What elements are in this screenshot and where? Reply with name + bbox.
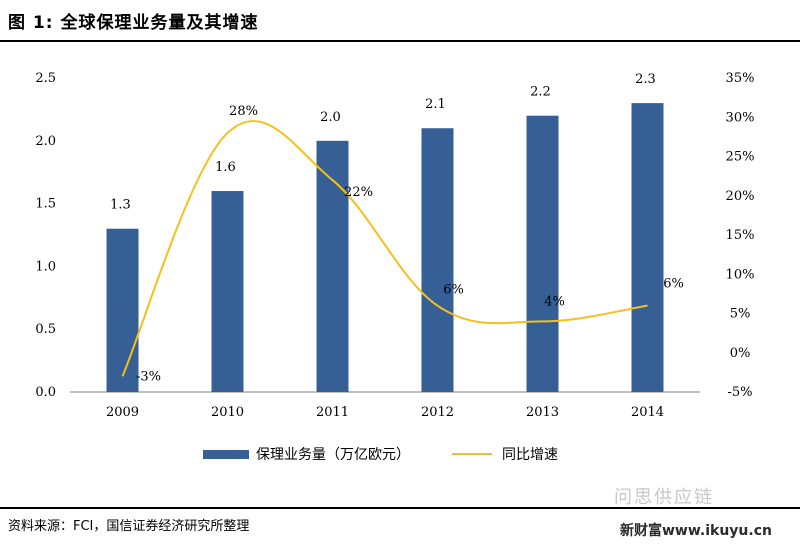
growth-line (121, 120, 648, 377)
title-divider (0, 40, 800, 42)
line-value-label: 28% (229, 104, 258, 119)
bar-value-label: 2.2 (530, 85, 551, 100)
right-axis-tick-label: 25% (726, 150, 755, 165)
source-divider (0, 507, 800, 509)
watermark-site: 新财富www.ikuyu.cn (620, 523, 772, 539)
x-axis-tick-label: 2012 (421, 405, 454, 420)
line-value-label: 4% (544, 294, 565, 309)
combo-chart: 0.0 0.5 1.0 1.5 2.0 2.5 -5% 0% 5% 10% 15% 20% 25% 30%… (35, 71, 755, 463)
bar (316, 140, 349, 392)
x-axis-tick-label: 2009 (106, 405, 139, 420)
x-axis-tick-label: 2010 (211, 405, 244, 420)
watermark-text: 问思供应链 (614, 487, 714, 508)
left-axis-tick-label: 1.0 (35, 259, 56, 274)
bar (526, 115, 559, 393)
bar-value-label: 1.6 (215, 160, 236, 175)
bar (211, 191, 244, 392)
left-axis-tick-label: 2.0 (35, 134, 56, 149)
x-axis-tick-label: 2013 (526, 405, 559, 420)
right-axis-tick-label: 20% (726, 189, 755, 204)
bar-value-label: 1.3 (110, 198, 131, 213)
line-value-label: 22% (344, 185, 373, 200)
line-value-label: 6% (443, 283, 464, 298)
left-axis-tick-label: 0.5 (35, 322, 56, 337)
left-axis-tick-label: 0.0 (35, 385, 56, 400)
legend-bar-label: 保理业务量（万亿欧元） (256, 447, 410, 463)
left-axis-tick-label: 2.5 (35, 71, 56, 86)
source-note: 资料来源：FCI，国信证券经济研究所整理 (8, 519, 250, 534)
right-axis-tick-label: -5% (727, 385, 752, 400)
legend-line-label: 同比增速 (502, 447, 558, 463)
bar (421, 128, 454, 392)
bar (631, 103, 664, 392)
right-axis-tick-label: 10% (726, 267, 755, 282)
right-axis-tick-label: 0% (730, 346, 751, 361)
right-axis-tick-label: 15% (726, 228, 755, 243)
bar-value-label: 2.1 (425, 97, 446, 112)
x-axis-tick-label: 2014 (631, 405, 664, 420)
right-axis-tick-label: 30% (726, 110, 755, 125)
x-axis-tick-label: 2011 (316, 405, 349, 420)
right-axis-tick-label: 35% (726, 71, 755, 86)
figure-title: 图 1: 全球保理业务量及其增速 (8, 13, 259, 33)
line-value-label: -3% (136, 369, 161, 384)
bar (106, 228, 139, 392)
legend-bar-swatch (203, 450, 249, 459)
bar-value-label: 2.0 (320, 110, 341, 125)
line-value-label: 6% (663, 277, 684, 292)
bar-value-label: 2.3 (635, 72, 656, 87)
right-axis-tick-label: 5% (730, 307, 751, 322)
left-axis-tick-label: 1.5 (35, 197, 56, 212)
